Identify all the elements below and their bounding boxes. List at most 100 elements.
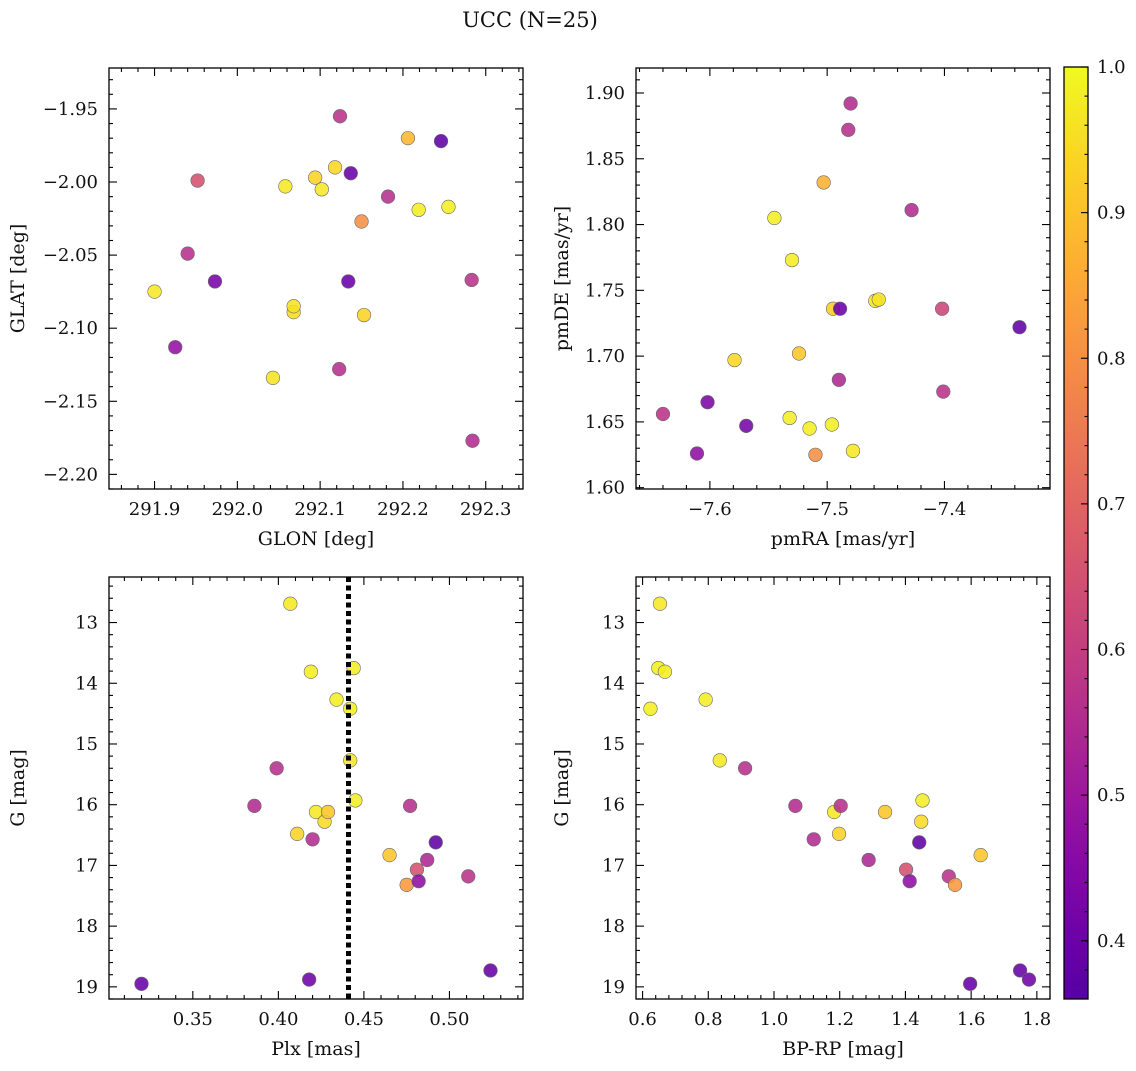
data-point [269,761,284,776]
data-point [305,832,320,847]
y-tick-label: −2.05 [43,245,98,266]
y-tick-label: 1.80 [585,215,625,236]
data-point [290,826,305,841]
y-tick-label: 16 [602,795,625,816]
y-tick-label: 1.60 [585,478,625,499]
data-point [806,832,821,847]
data-point [824,417,839,432]
data-point [247,798,262,814]
data-point [832,301,848,316]
data-point [808,447,823,462]
data-point [354,214,369,229]
y-tick-label: 13 [602,613,625,634]
x-tick-label: 0.6 [628,1009,657,1030]
x-tick-label: 292.0 [212,499,264,520]
data-point [320,804,336,820]
colorbar-tick-label: 0.5 [1097,785,1126,806]
data-point [134,976,149,991]
x-tick-label: 1.2 [825,1009,854,1030]
y-tick-label: −2.15 [43,391,98,412]
data-point [327,160,343,175]
panel-pmra-pmde: −7.6 −7.5 −7.4 1.60 1.65 1.70 1.75 1.80 1.85 1.90… [551,67,1051,550]
points [655,96,1027,462]
y-tick-label: 18 [75,916,98,937]
data-point [465,433,480,448]
y-tick-label: 17 [75,855,98,876]
data-point [399,877,414,892]
data-point [788,798,803,814]
data-point [727,352,742,368]
data-point [767,210,782,226]
x-tick-label: 292.1 [294,499,346,520]
points [147,109,480,448]
x-tick-label: 291.9 [129,499,181,520]
data-point [428,835,443,850]
data-point [400,131,416,146]
data-point [936,384,951,399]
panel-plx-g: 0.35 0.40 0.45 0.50 13 14 15 16 17 18 19 Plx [mas] G… [7,576,524,1060]
panel-bprp-g: 0.6 0.8 1.0 1.2 1.4 1.6 1.8 13 14 15 16 17 18 19 BP-RP… [551,576,1051,1060]
data-point [411,202,426,217]
x-axis-label: BP-RP [mag] [782,1038,904,1060]
data-point [483,963,498,978]
plot-frame [635,67,1051,490]
data-point [303,664,318,679]
x-axis-label: pmRA [mas/yr] [771,528,915,550]
y-tick-label: 14 [75,673,98,694]
data-point [904,202,919,218]
x-tick-label: 0.35 [173,1009,213,1030]
data-point [643,701,658,716]
y-tick-label: −2.00 [43,172,98,193]
figure-title: UCC (N=25) [462,8,598,32]
x-tick-label: 0.40 [258,1009,298,1030]
data-point [341,274,356,289]
data-point [739,418,754,433]
panel-glon-glat: 291.9 292.0 292.1 292.2 292.3 −1.95 −2.00 −2.05… [7,67,524,550]
x-tick-label: 0.45 [344,1009,384,1030]
colorbar-tick-label: 0.6 [1097,640,1126,661]
data-point [655,406,671,422]
data-point [791,346,807,361]
data-point [464,272,479,288]
data-point [168,340,183,355]
y-tick-label: 1.75 [585,280,625,301]
data-point [1012,320,1027,335]
y-tick-label: 16 [75,795,98,816]
data-point [816,175,831,190]
data-point [1021,972,1037,987]
data-point [689,446,705,461]
data-point [343,166,358,181]
data-point [877,804,893,820]
data-point [265,370,281,386]
data-point [963,976,978,991]
x-tick-label: 292.2 [377,499,429,520]
y-tick-label: 15 [602,734,625,755]
y-tick-label: 15 [75,734,98,755]
x-tick-label: 0.8 [694,1009,723,1030]
colorbar: 0.4 0.5 0.6 0.7 0.8 0.9 1.0 [1063,57,1126,1000]
y-axis-label: G [mag] [7,749,29,827]
data-point [698,692,713,707]
colorbar-tick-label: 0.9 [1097,203,1126,224]
data-point [190,173,205,188]
plot-frame [108,576,524,1000]
data-point [845,443,861,458]
data-point [802,421,817,436]
points [643,596,1037,991]
y-tick-label: 13 [75,613,98,634]
data-point [308,170,323,185]
data-point [784,252,800,268]
data-point [935,301,950,316]
data-point [302,972,317,987]
data-point [382,847,397,863]
data-point [782,410,797,426]
x-tick-label: −7.5 [805,499,849,520]
data-point [180,246,195,261]
data-point [283,596,298,611]
data-point [902,874,917,889]
x-tick-label: 1.4 [891,1009,920,1030]
data-point [737,761,753,776]
data-point [411,874,426,889]
y-tick-label: −2.20 [43,464,98,485]
